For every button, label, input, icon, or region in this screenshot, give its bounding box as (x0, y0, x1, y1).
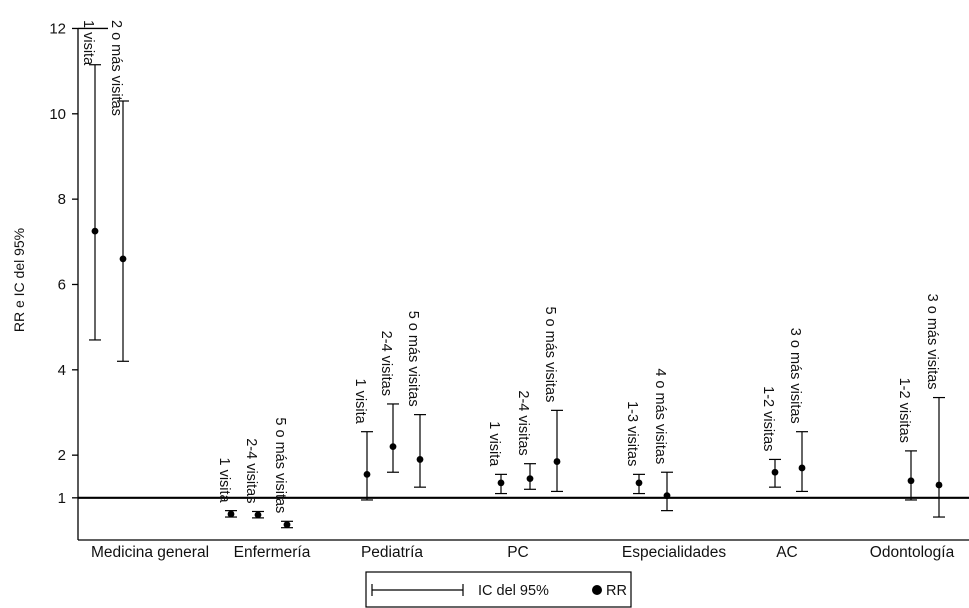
category-label: Enfermería (234, 544, 311, 561)
y-tick-label: 12 (49, 20, 66, 37)
legend-rr-label: RR (606, 583, 627, 599)
point-label: 4 o más visitas (652, 368, 668, 464)
group-ac: AC 1-2 visitas 3 o más visitas (760, 328, 808, 561)
point-label: 1 visita (486, 421, 502, 467)
rr-point (283, 521, 291, 529)
category-label: AC (776, 544, 798, 561)
legend-ci-label: IC del 95% (478, 583, 549, 599)
y-tick-label: 2 (58, 447, 66, 464)
y-axis-title: RR e IC del 95% (11, 228, 27, 332)
point-label: 1 visita (80, 20, 96, 66)
rr-point (663, 492, 671, 500)
group-pediatría: Pediatría 1 visita 2-4 visitas 5 o más visi… (352, 311, 426, 561)
rr-point (553, 458, 561, 465)
group-enfermería: Enfermería 1 visita 2-4 visitas 5 o más vis… (216, 417, 311, 561)
plot-marks: Medicina general 1 visita 2 o más visitas E… (80, 20, 954, 561)
rr-point (119, 255, 127, 263)
group-odontología: Odontología 1-2 visitas 3 o más visitas (870, 294, 955, 561)
point-label: 3 o más visitas (924, 294, 940, 390)
rr-point (771, 468, 779, 476)
rr-point (91, 227, 99, 235)
rr-point (497, 479, 505, 487)
y-tick-label: 8 (58, 191, 66, 208)
group-especialidades: Especialidades 1-3 visitas 4 o más visitas (622, 368, 727, 561)
point-label: 1-2 visitas (896, 378, 912, 443)
y-tick-label: 10 (49, 106, 66, 123)
point-label: 5 o más visitas (542, 306, 558, 402)
point-label: 1 visita (216, 457, 232, 503)
rr-point (935, 481, 943, 489)
category-label: Especialidades (622, 544, 727, 561)
point-label: 5 o más visitas (272, 417, 288, 513)
rr-point (416, 456, 424, 463)
point-label: 3 o más visitas (787, 328, 803, 424)
y-tick-label: 1 (58, 490, 66, 507)
point-label: 2-4 visitas (243, 438, 259, 503)
rr-point (227, 510, 235, 518)
rr-point (907, 477, 915, 485)
category-label: Medicina general (91, 544, 209, 561)
rr-point (798, 464, 806, 472)
category-label: PC (507, 544, 529, 561)
legend-rr-symbol (592, 585, 602, 595)
legend: IC del 95% RR (365, 571, 632, 608)
group-medicina-general: Medicina general 1 visita 2 o más visitas (80, 20, 209, 561)
rr-point (526, 475, 534, 483)
point-label: 1 visita (352, 379, 368, 425)
category-label: Pediatría (361, 544, 423, 561)
point-label: 1-3 visitas (624, 401, 640, 466)
rr-point (254, 511, 262, 519)
rr-point (635, 479, 643, 487)
point-label: 2-4 visitas (378, 331, 394, 396)
point-label: 1-2 visitas (760, 386, 776, 451)
y-tick-label: 6 (58, 276, 66, 293)
category-label: Odontología (870, 544, 955, 561)
group-pc: PC 1 visita 2-4 visitas 5 o más visitas (486, 306, 563, 561)
point-label: 2-4 visitas (515, 390, 531, 455)
rr-point (389, 443, 397, 451)
point-label: 2 o más visitas (108, 20, 124, 116)
legend-ci-symbol (371, 584, 464, 596)
y-tick-label: 4 (58, 362, 66, 379)
point-label: 5 o más visitas (405, 311, 421, 407)
rr-point (363, 470, 371, 478)
